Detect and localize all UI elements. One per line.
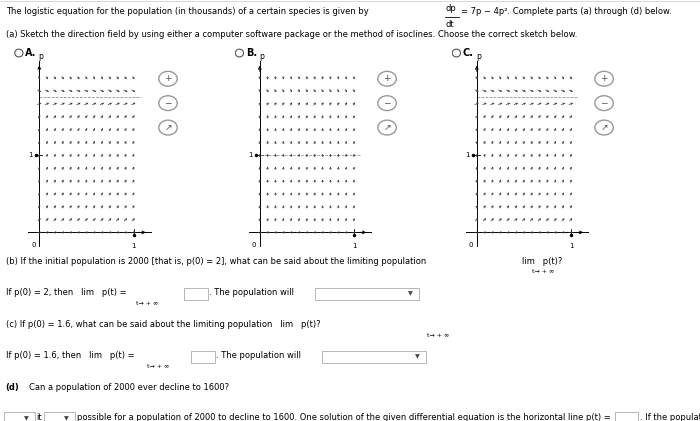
Text: ▼: ▼ (24, 416, 29, 421)
Text: (a) Sketch the direction field by using either a computer software package or th: (a) Sketch the direction field by using … (6, 30, 577, 39)
Text: −: − (601, 99, 608, 108)
FancyBboxPatch shape (315, 288, 419, 300)
Text: 0: 0 (32, 242, 36, 248)
FancyBboxPatch shape (184, 288, 208, 300)
FancyBboxPatch shape (4, 412, 35, 421)
Text: If p(0) = 2, then   lim   p(t) =: If p(0) = 2, then lim p(t) = (6, 288, 129, 297)
FancyBboxPatch shape (322, 351, 426, 363)
Text: ↗: ↗ (164, 123, 172, 132)
Text: A.: A. (25, 48, 36, 59)
FancyBboxPatch shape (191, 351, 215, 363)
Text: ▼: ▼ (407, 291, 412, 296)
Text: −: − (164, 99, 172, 108)
Text: . If the population were: . If the population were (640, 413, 700, 421)
Text: t→ + ∞: t→ + ∞ (136, 301, 159, 306)
Text: 1: 1 (28, 152, 33, 158)
Text: t→ + ∞: t→ + ∞ (427, 333, 449, 338)
Text: p: p (259, 52, 264, 61)
Text: ↗: ↗ (601, 123, 608, 132)
Text: 1: 1 (132, 243, 136, 249)
Text: possible for a population of 2000 to decline to 1600. One solution of the given : possible for a population of 2000 to dec… (77, 413, 610, 421)
Text: Can a population of 2000 ever decline to 1600?: Can a population of 2000 ever decline to… (29, 383, 230, 392)
Text: ▼: ▼ (64, 416, 69, 421)
Text: (c) If p(0) = 1.6, what can be said about the limiting population   lim   p(t)?: (c) If p(0) = 1.6, what can be said abou… (6, 320, 320, 329)
Text: p: p (476, 52, 481, 61)
Text: If p(0) = 1.6, then   lim   p(t) =: If p(0) = 1.6, then lim p(t) = (6, 351, 136, 360)
FancyBboxPatch shape (44, 412, 75, 421)
Text: The logistic equation for the population (in thousands) of a certain species is : The logistic equation for the population… (6, 7, 368, 16)
Text: lim   p(t)?: lim p(t)? (522, 257, 562, 266)
Text: (d): (d) (6, 383, 20, 392)
Text: 0: 0 (252, 242, 256, 248)
Text: +: + (601, 74, 608, 83)
Text: t→ + ∞: t→ + ∞ (147, 364, 169, 369)
Text: ▼: ▼ (414, 354, 419, 360)
Text: = 7p − 4p². Complete parts (a) through (d) below.: = 7p − 4p². Complete parts (a) through (… (461, 7, 671, 16)
Text: +: + (164, 74, 172, 83)
Text: it: it (36, 413, 42, 421)
Text: dt: dt (445, 20, 454, 29)
Text: ↗: ↗ (384, 123, 391, 132)
FancyBboxPatch shape (615, 412, 638, 421)
Text: −: − (384, 99, 391, 108)
Text: 1: 1 (248, 152, 253, 158)
Text: +: + (384, 74, 391, 83)
Text: t→ + ∞: t→ + ∞ (532, 269, 554, 274)
Text: 1: 1 (352, 243, 356, 249)
Text: . The population will: . The population will (216, 351, 300, 360)
Text: dp: dp (445, 3, 456, 13)
Text: p: p (38, 52, 43, 61)
Text: 1: 1 (569, 243, 573, 249)
Text: 0: 0 (469, 242, 473, 248)
Text: . The population will: . The population will (209, 288, 293, 297)
Text: B.: B. (246, 48, 257, 59)
Text: (b) If the initial population is 2000 [that is, p(0) = 2], what can be said abou: (b) If the initial population is 2000 [t… (6, 257, 426, 266)
Text: 1: 1 (466, 152, 470, 158)
Text: C.: C. (463, 48, 474, 59)
